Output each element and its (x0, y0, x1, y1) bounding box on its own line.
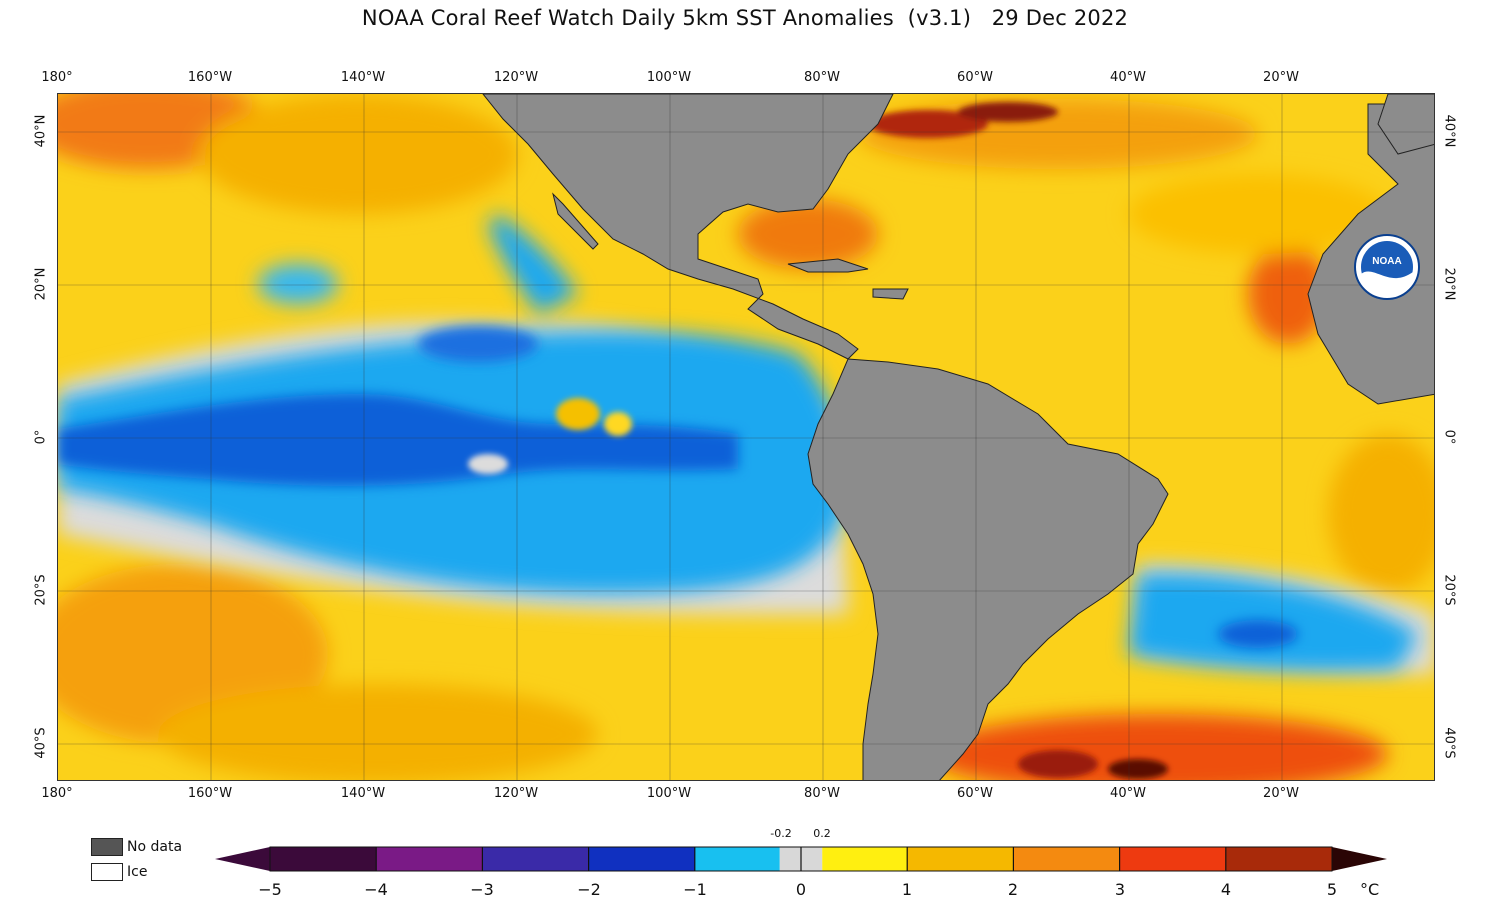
top-lon-label: 120°W (493, 70, 539, 85)
left-lat-label: 0° (33, 429, 49, 445)
colorbar-unit: °C (1360, 880, 1380, 899)
map-canvas (58, 94, 1434, 780)
graticule (58, 94, 1434, 780)
colorbar-seg-m3 (482, 847, 589, 871)
right-lat-label: 20°N (1441, 267, 1457, 301)
colorbar-tick-label: 2 (1007, 880, 1019, 899)
colorbar-tick-label: 0 (795, 880, 807, 899)
colorbar-tick-label: 1 (901, 880, 913, 899)
top-lon-label: 20°W (1263, 70, 1299, 85)
colorbar-seg-m2 (588, 847, 695, 871)
colorbar-low-arrow (215, 847, 270, 871)
top-lon-label: 160°W (187, 70, 233, 85)
colorbar-tick-label: −4 (364, 880, 388, 899)
colorbar-seg-p0 (822, 847, 908, 871)
colorbar-seg-m5 (270, 847, 377, 871)
colorbar-seg-m4 (376, 847, 483, 871)
nodata-label: No data (127, 839, 183, 855)
top-lon-label: 60°W (957, 70, 993, 85)
baja-peninsula-land (552, 192, 599, 250)
colorbar-seg-0 (779, 847, 823, 871)
colorbar-seg-p4 (1225, 847, 1332, 871)
colorbar-seg-p3 (1119, 847, 1226, 871)
iberia-land (1377, 94, 1434, 155)
sst-anomaly-map[interactable]: NOAA (57, 93, 1435, 781)
south-america-land (807, 358, 1169, 780)
colorbar-seg-m1 (694, 847, 780, 871)
ice-swatch (91, 863, 123, 881)
colorbar-high-arrow (1332, 847, 1387, 871)
map-title: NOAA Coral Reef Watch Daily 5km SST Anom… (361, 6, 1129, 30)
colorbar-frame (269, 846, 1333, 872)
bottom-lon-label: 20°W (1263, 786, 1299, 801)
colorbar-tick-label: −5 (258, 880, 282, 899)
hot-anomaly-patches (868, 102, 1168, 779)
deep-cool-core (58, 326, 1298, 648)
hispaniola-land (872, 288, 909, 300)
colorbar-small-label: -0.2 (770, 827, 792, 840)
north-america-land (482, 94, 894, 360)
right-lat-label: 0° (1441, 429, 1457, 445)
bottom-lon-label: 60°W (957, 786, 993, 801)
colorbar-tick-label: 4 (1220, 880, 1232, 899)
legend-ice: Ice (91, 863, 147, 881)
bottom-lon-label: 100°W (646, 786, 692, 801)
bottom-lon-label: 140°W (340, 786, 386, 801)
nodata-swatch (91, 838, 123, 856)
top-lon-label: 140°W (340, 70, 386, 85)
colorbar-segments (215, 846, 1387, 872)
ice-label: Ice (127, 864, 148, 880)
left-lat-label: 40°N (33, 114, 49, 148)
bottom-lon-label: 40°W (1110, 786, 1146, 801)
colorbar-tick-label: −3 (470, 880, 494, 899)
colorbar-small-label: 0.2 (813, 827, 831, 840)
legend-nodata: No data (91, 838, 182, 856)
bottom-lon-label: 80°W (804, 786, 840, 801)
top-lon-label: 80°W (804, 70, 840, 85)
top-lon-label: 40°W (1110, 70, 1146, 85)
logo-text: NOAA (1372, 256, 1401, 267)
left-lat-label: 40°S (33, 727, 49, 759)
colorbar-tick-label: −1 (683, 880, 707, 899)
colorbar-tick-label: −2 (577, 880, 601, 899)
top-lon-label: 180° (41, 70, 73, 85)
cuba-land (787, 258, 869, 273)
right-lat-label: 40°N (1441, 114, 1457, 148)
colorbar-seg-p2 (1013, 847, 1120, 871)
left-lat-label: 20°N (33, 267, 49, 301)
right-lat-label: 20°S (1441, 574, 1457, 606)
left-lat-label: 20°S (33, 574, 49, 606)
warm-anomaly-regions (58, 94, 1434, 780)
bottom-lon-label: 180° (41, 786, 73, 801)
colorbar-seg-p1 (907, 847, 1014, 871)
warm-eddies (468, 398, 632, 474)
bottom-lon-label: 120°W (493, 786, 539, 801)
colorbar-tick-label: 5 (1326, 880, 1338, 899)
bottom-lon-label: 160°W (187, 786, 233, 801)
colorbar-tick-label: 3 (1114, 880, 1126, 899)
top-lon-label: 100°W (646, 70, 692, 85)
right-lat-label: 40°S (1441, 727, 1457, 759)
noaa-logo: NOAA (1354, 234, 1420, 300)
